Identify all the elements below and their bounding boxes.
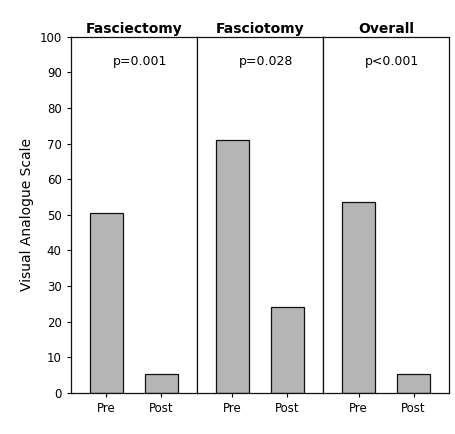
Bar	[216, 140, 248, 393]
Text: p=0.028: p=0.028	[238, 55, 293, 68]
Bar	[396, 374, 429, 393]
Bar	[90, 213, 122, 393]
Title: Overall: Overall	[357, 22, 413, 36]
Y-axis label: Visual Analogue Scale: Visual Analogue Scale	[20, 138, 34, 291]
Bar	[341, 202, 374, 393]
Title: Fasciectomy: Fasciectomy	[85, 22, 182, 36]
Bar	[144, 374, 177, 393]
Bar	[270, 307, 303, 393]
Text: p<0.001: p<0.001	[364, 55, 419, 68]
Text: p=0.001: p=0.001	[113, 55, 167, 68]
Title: Fasciotomy: Fasciotomy	[215, 22, 303, 36]
